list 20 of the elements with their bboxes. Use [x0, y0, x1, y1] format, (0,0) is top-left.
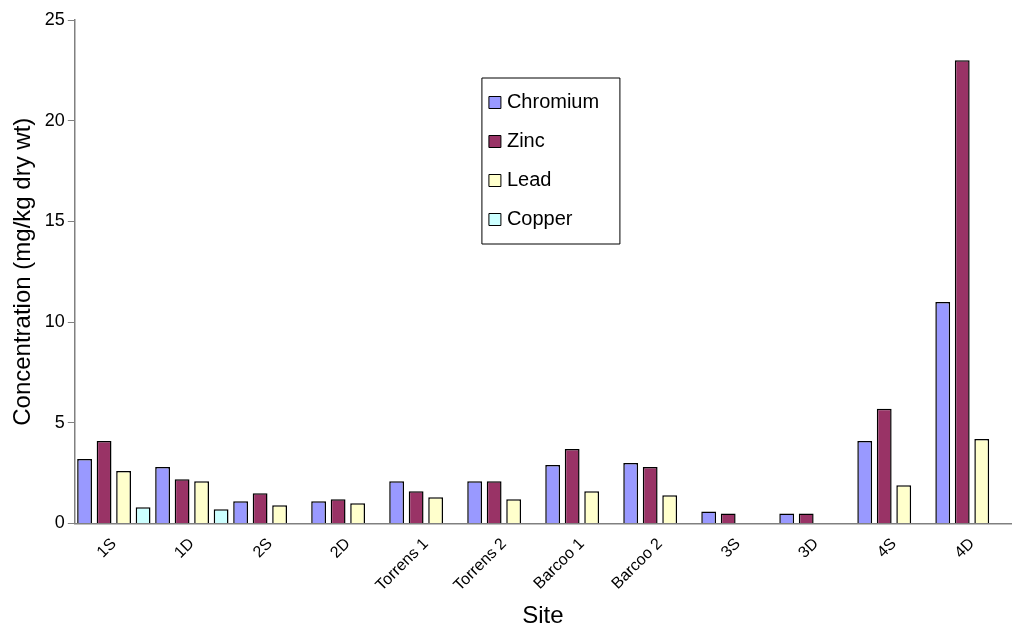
x-tick-label: 2S: [249, 534, 276, 561]
y-tick-label: 15: [44, 210, 65, 231]
x-tick-label: 2D: [326, 534, 354, 561]
x-tick-label: 4D: [950, 534, 978, 561]
x-tick-label: 4S: [873, 534, 900, 561]
x-tick-label: 1S: [93, 534, 120, 561]
x-tick-label: 1D: [170, 534, 198, 561]
y-tick-label: 10: [44, 311, 65, 332]
x-tick-label: 3S: [717, 534, 744, 561]
x-axis-title: Site: [522, 601, 564, 629]
y-tick-label: 25: [44, 8, 65, 29]
x-tick-label: 3D: [794, 534, 822, 561]
y-axis-title: Concentration (mg/kg dry wt): [8, 117, 36, 426]
y-tick-label: 0: [54, 512, 65, 533]
legend-label: Lead: [506, 168, 552, 191]
y-tick-label: 5: [54, 411, 65, 432]
legend-label: Zinc: [506, 129, 545, 152]
legend-label: Chromium: [506, 90, 600, 113]
y-tick-label: 20: [44, 109, 65, 130]
legend-label: Copper: [506, 207, 573, 230]
